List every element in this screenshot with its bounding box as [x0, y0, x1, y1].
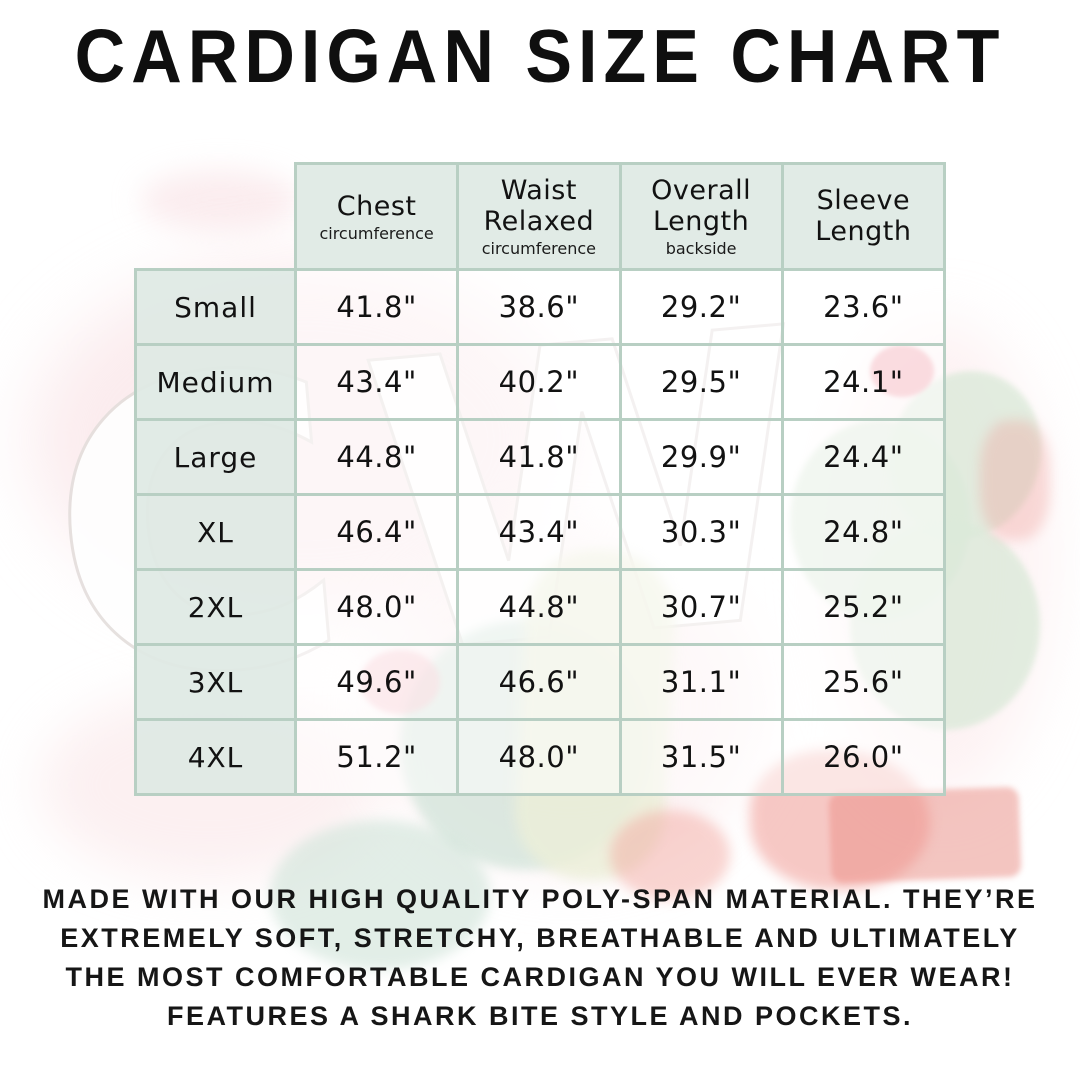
watermark-coral-flower	[980, 420, 1050, 540]
column-header-chest: Chest circumference	[293, 162, 460, 271]
waist-value: 40.2"	[456, 343, 622, 421]
table-row: XL 46.4" 43.4" 30.3" 24.8"	[134, 493, 947, 571]
chest-value: 41.8"	[293, 268, 460, 346]
waist-value: 38.6"	[456, 268, 622, 346]
description-text: MADE WITH OUR HIGH QUALITY POLY-SPAN MAT…	[0, 880, 1080, 1036]
sleeve-value: 24.8"	[780, 493, 947, 571]
column-sublabel: backside	[665, 239, 737, 258]
length-value: 29.2"	[618, 268, 784, 346]
waist-value: 48.0"	[456, 718, 622, 796]
chest-value: 51.2"	[293, 718, 460, 796]
chest-value: 49.6"	[293, 643, 460, 721]
column-header-sleeve: Sleeve Length	[780, 162, 947, 271]
table-row: 4XL 51.2" 48.0" 31.5" 26.0"	[134, 718, 947, 796]
length-value: 30.7"	[618, 568, 784, 646]
page-title: CARDIGAN SIZE CHART	[74, 13, 1006, 99]
sleeve-value: 24.1"	[780, 343, 947, 421]
size-label: XL	[134, 493, 297, 571]
chest-value: 43.4"	[293, 343, 460, 421]
description-line: FEATURES A SHARK BITE STYLE AND POCKETS.	[166, 1001, 914, 1031]
waist-value: 41.8"	[456, 418, 622, 496]
size-label: 2XL	[134, 568, 297, 646]
sleeve-value: 24.4"	[780, 418, 947, 496]
column-label: Overall Length	[651, 175, 752, 237]
size-label: 4XL	[134, 718, 297, 796]
column-label: Sleeve Length	[815, 184, 912, 247]
column-header-waist: Waist Relaxed circumference	[456, 162, 622, 271]
length-value: 29.9"	[618, 418, 784, 496]
watermark-flower-pot	[828, 786, 1022, 884]
size-label: Small	[134, 268, 297, 346]
table-row: Small 41.8" 38.6" 29.2" 23.6"	[134, 268, 947, 346]
waist-value: 46.6"	[456, 643, 622, 721]
column-label: Chest	[336, 190, 417, 222]
sleeve-value: 25.6"	[780, 643, 947, 721]
waist-value: 44.8"	[456, 568, 622, 646]
column-sublabel: circumference	[319, 223, 434, 243]
length-value: 30.3"	[618, 493, 784, 571]
table-row: 2XL 48.0" 44.8" 30.7" 25.2"	[134, 568, 947, 646]
waist-value: 43.4"	[456, 493, 622, 571]
sleeve-value: 25.2"	[780, 568, 947, 646]
column-header-length: Overall Length backside	[618, 162, 784, 271]
column-label: Waist Relaxed	[483, 175, 595, 237]
description-line: EXTREMELY SOFT, STRETCHY, BREATHABLE AND…	[60, 923, 1020, 953]
column-sublabel: circumference	[481, 239, 597, 258]
length-value: 31.1"	[618, 643, 784, 721]
size-label: Medium	[134, 343, 297, 421]
sleeve-value: 23.6"	[780, 268, 947, 346]
length-value: 29.5"	[618, 343, 784, 421]
description-line: MADE WITH OUR HIGH QUALITY POLY-SPAN MAT…	[42, 884, 1038, 914]
description-line: THE MOST COMFORTABLE CARDIGAN YOU WILL E…	[65, 962, 1015, 992]
size-chart-table: Chest circumference Waist Relaxed circum…	[134, 162, 947, 796]
table-row: Large 44.8" 41.8" 29.9" 24.4"	[134, 418, 947, 496]
header-row: Chest circumference Waist Relaxed circum…	[136, 162, 947, 271]
size-label: 3XL	[134, 643, 297, 721]
chest-value: 46.4"	[293, 493, 460, 571]
sleeve-value: 26.0"	[780, 718, 947, 796]
chest-value: 48.0"	[293, 568, 460, 646]
corner-cell	[136, 164, 296, 270]
length-value: 31.5"	[618, 718, 784, 796]
size-label: Large	[134, 418, 297, 496]
chest-value: 44.8"	[293, 418, 460, 496]
table-row: Medium 43.4" 40.2" 29.5" 24.1"	[134, 343, 947, 421]
table-row: 3XL 49.6" 46.6" 31.1" 25.6"	[134, 643, 947, 721]
